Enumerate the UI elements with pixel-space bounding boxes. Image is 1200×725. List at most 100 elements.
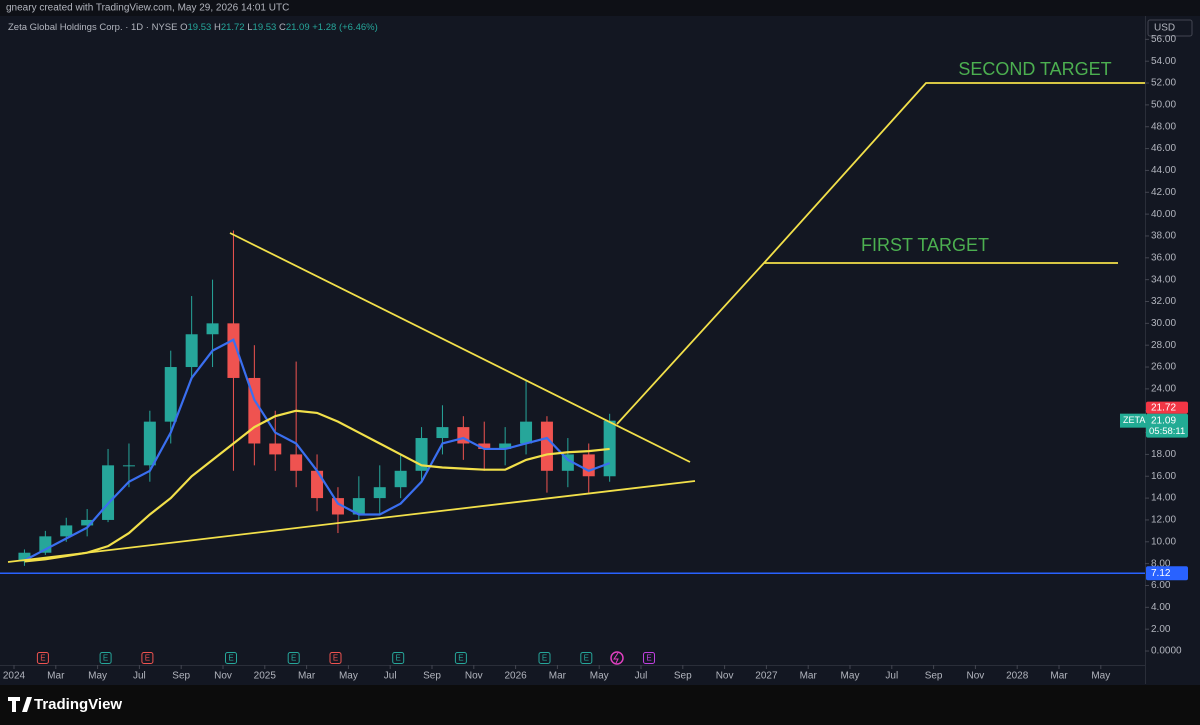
candle-body bbox=[352, 498, 365, 515]
quote-value: 19.53 bbox=[187, 22, 212, 33]
x-tick-label: 2026 bbox=[504, 671, 527, 682]
change-pct: (+6.46%) bbox=[338, 22, 378, 33]
event-label: E bbox=[333, 654, 338, 663]
quote-value: 21.09 bbox=[285, 22, 310, 33]
y-tick-label: 30.00 bbox=[1151, 318, 1176, 329]
event-label: E bbox=[291, 654, 296, 663]
candle-body bbox=[540, 421, 553, 471]
x-tick-label: Jul bbox=[384, 671, 397, 682]
brand: TradingView bbox=[34, 696, 122, 713]
x-tick-label: Nov bbox=[716, 671, 734, 682]
y-tick-label: 34.00 bbox=[1151, 274, 1176, 285]
y-tick-label: 4.00 bbox=[1151, 602, 1171, 613]
y-tick-label: 38.00 bbox=[1151, 231, 1176, 242]
trendline bbox=[7, 480, 696, 563]
x-tick-label: Sep bbox=[423, 671, 441, 682]
trendline bbox=[229, 232, 691, 463]
x-tick-label: Sep bbox=[925, 671, 943, 682]
candle-body bbox=[18, 552, 31, 562]
candle-body bbox=[269, 443, 282, 455]
candle-body bbox=[60, 525, 73, 537]
dividend-icon bbox=[613, 652, 619, 664]
y-tick-label: 32.00 bbox=[1151, 296, 1176, 307]
candle-body bbox=[143, 421, 156, 466]
candle-body bbox=[290, 454, 303, 471]
annotation: SECOND TARGET bbox=[958, 59, 1111, 79]
event-icon[interactable] bbox=[287, 652, 300, 664]
event-label: E bbox=[396, 654, 401, 663]
y-tick-label: 42.00 bbox=[1151, 187, 1176, 198]
event-label: E bbox=[103, 654, 108, 663]
y-tick-label: 48.00 bbox=[1151, 121, 1176, 132]
candle-body bbox=[373, 487, 386, 499]
event-icon[interactable] bbox=[141, 652, 154, 664]
y-tick-label: 54.00 bbox=[1151, 56, 1176, 67]
candle-body bbox=[164, 367, 177, 422]
x-tick-label: May bbox=[1091, 671, 1110, 682]
event-icon[interactable] bbox=[580, 652, 593, 664]
event-icon[interactable] bbox=[643, 652, 655, 664]
x-tick-label: 2025 bbox=[254, 671, 277, 682]
y-tick-label: 2.00 bbox=[1151, 624, 1171, 635]
candle-body bbox=[499, 443, 512, 449]
candle-body bbox=[478, 443, 491, 449]
y-tick-label: 40.00 bbox=[1151, 209, 1176, 220]
x-tick-label: May bbox=[590, 671, 609, 682]
candle-body bbox=[311, 470, 324, 499]
moving-average bbox=[23, 338, 611, 562]
x-tick-label: Nov bbox=[214, 671, 232, 682]
y-tick-label: 28.00 bbox=[1151, 340, 1176, 351]
x-tick-label: May bbox=[88, 671, 107, 682]
logo bbox=[8, 697, 32, 712]
currency: USD bbox=[1154, 23, 1175, 34]
event-icon[interactable] bbox=[454, 652, 467, 664]
x-tick-label: 2028 bbox=[1006, 671, 1029, 682]
y-tick-label: 44.00 bbox=[1151, 165, 1176, 176]
event-icon[interactable] bbox=[99, 652, 112, 664]
quote-label: L bbox=[247, 22, 253, 33]
price-badge bbox=[1146, 413, 1188, 438]
symbol-tag-label: ZETA bbox=[1123, 415, 1145, 425]
footer bbox=[0, 685, 1200, 725]
x-tick-label: Mar bbox=[549, 671, 567, 682]
y-tick-label: 0.0000 bbox=[1151, 646, 1182, 657]
y-tick-label: 52.00 bbox=[1151, 78, 1176, 89]
x-tick-label: 2027 bbox=[755, 671, 778, 682]
y-tick-label: 26.00 bbox=[1151, 362, 1176, 373]
y-tick-label: 8.00 bbox=[1151, 558, 1171, 569]
quote-value: 19.53 bbox=[252, 22, 277, 33]
candle-body bbox=[520, 421, 533, 444]
event-icon[interactable] bbox=[392, 652, 405, 664]
x-tick-label: Sep bbox=[674, 671, 692, 682]
x-tick-label: Jul bbox=[133, 671, 146, 682]
candle-body bbox=[102, 465, 115, 520]
projection bbox=[616, 82, 1145, 425]
event-label: E bbox=[40, 654, 45, 663]
event-icon[interactable] bbox=[225, 652, 237, 664]
candle-body bbox=[561, 454, 574, 471]
event-label: E bbox=[145, 654, 150, 663]
x-tick-label: Mar bbox=[47, 671, 65, 682]
y-tick-label: 10.00 bbox=[1151, 536, 1176, 547]
candle-body bbox=[81, 519, 94, 526]
y-tick-label: 6.00 bbox=[1151, 580, 1171, 591]
y-tick-label: 36.00 bbox=[1151, 252, 1176, 263]
candle-body bbox=[394, 470, 407, 488]
quote-label: C bbox=[278, 22, 286, 33]
level-badge bbox=[1146, 566, 1188, 581]
event-label: E bbox=[228, 654, 233, 663]
event-icon[interactable] bbox=[36, 652, 49, 664]
event-icon[interactable] bbox=[538, 652, 551, 664]
price-badge-label: 21.72 bbox=[1151, 402, 1176, 413]
level-label: 7.12 bbox=[1151, 568, 1171, 579]
dividend-icon[interactable] bbox=[610, 651, 624, 665]
countdown: 05:58:11 bbox=[1149, 426, 1185, 437]
y-tick-label: 46.00 bbox=[1151, 143, 1176, 154]
candle-body bbox=[331, 498, 344, 515]
currency-box[interactable] bbox=[1147, 19, 1193, 37]
candle-body bbox=[122, 465, 135, 467]
credit: gneary created with TradingView.com, May… bbox=[6, 3, 289, 14]
event-icon[interactable] bbox=[329, 652, 342, 664]
